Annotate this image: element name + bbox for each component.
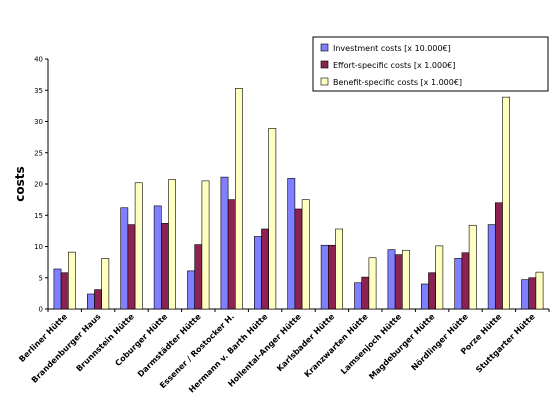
bar-3-7 [268, 128, 277, 310]
bar-1-7 [254, 236, 262, 310]
bar-1-14 [487, 224, 496, 310]
y-tick-label: 5 [39, 274, 43, 282]
bar-1-15 [521, 279, 529, 310]
x-category-label: Stuttgarter Hütte [474, 312, 537, 375]
bar-3-8 [301, 199, 310, 310]
bar-1-1 [53, 268, 62, 310]
bar-2-5 [194, 244, 203, 310]
bar-1-4 [153, 205, 162, 310]
bar-1-10 [354, 282, 362, 310]
bar-2-9 [327, 244, 336, 310]
legend-swatch [320, 60, 329, 69]
x-category-label: Nördlinger Hütte [410, 312, 471, 373]
x-category-label: Brandenburger Haus [30, 312, 103, 385]
bar-2-2 [94, 289, 102, 310]
x-category-label: Brunnstein Hütte [75, 312, 137, 374]
legend: Investment costs [x 10.000€] Effort-speci… [312, 36, 549, 92]
bar-3-9 [335, 228, 343, 310]
y-tick-label: 10 [34, 243, 43, 251]
y-tick-label: 0 [39, 306, 43, 314]
y-tick-label: 40 [34, 56, 43, 64]
bar-2-7 [261, 228, 269, 310]
bar-2-11 [394, 254, 403, 310]
bar-3-11 [401, 249, 410, 310]
y-tick-label: 35 [34, 87, 43, 95]
legend-swatch [320, 77, 329, 86]
bar-2-6 [227, 199, 236, 310]
bar-1-9 [320, 244, 329, 310]
bar-2-10 [361, 276, 370, 310]
legend-label: Benefit-specific costs [x 1.000€] [333, 78, 462, 87]
y-tick-label: 30 [34, 118, 43, 126]
bars [53, 88, 544, 310]
x-category-label: Magdeburger Hütte [367, 312, 437, 382]
bar-3-4 [168, 179, 176, 310]
y-tick-label: 20 [34, 181, 43, 189]
y-tick-label: 25 [34, 149, 43, 157]
bar-3-5 [201, 180, 210, 310]
bar-1-13 [454, 258, 463, 310]
bar-2-12 [428, 272, 436, 310]
bar-2-13 [461, 252, 470, 310]
bar-2-3 [127, 224, 136, 310]
bar-2-4 [161, 223, 169, 310]
bar-1-8 [287, 178, 296, 310]
bar-3-14 [502, 96, 510, 310]
bar-3-3 [134, 182, 143, 310]
bar-2-8 [294, 208, 303, 310]
x-category-label: Karlsbader Hütte [275, 312, 337, 374]
bar-1-2 [87, 293, 95, 310]
bar-1-12 [420, 283, 429, 310]
legend-label: Investment costs [x 10.000€] [333, 44, 451, 53]
bar-2-14 [494, 202, 503, 310]
x-category-label: Darmstädter Hütte [136, 312, 203, 379]
bar-3-1 [68, 251, 76, 310]
bar-1-6 [220, 176, 229, 310]
bar-2-15 [528, 277, 537, 310]
y-axis-title: costs [13, 166, 27, 201]
bar-1-11 [387, 249, 396, 310]
bar-3-13 [468, 224, 477, 310]
legend-swatch [320, 43, 329, 52]
bar-3-15 [535, 271, 544, 310]
bar-3-10 [368, 257, 377, 310]
y-tick-label: 15 [34, 212, 43, 220]
bar-3-6 [235, 88, 243, 310]
bar-1-3 [120, 207, 129, 310]
legend-label: Effort-specific costs [x 1.000€] [333, 61, 455, 70]
bar-3-2 [101, 258, 110, 310]
x-category-label: Lamsenjoch Hütte [339, 312, 403, 376]
bar-2-1 [60, 272, 69, 310]
x-category-label: Kranzwarten Hütte [303, 312, 370, 379]
bar-1-5 [187, 270, 195, 310]
bar-3-12 [435, 245, 444, 310]
legend-box [312, 36, 549, 92]
